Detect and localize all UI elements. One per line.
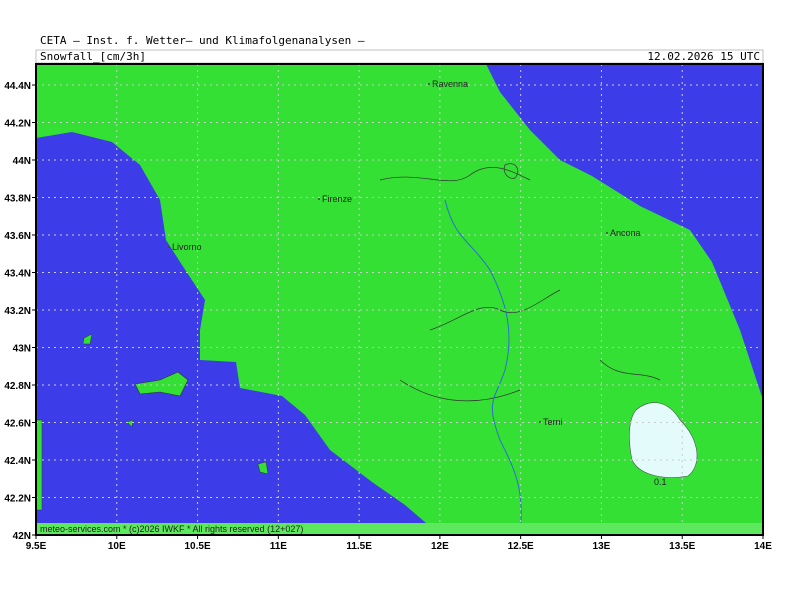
lat-tick-label: 44N	[13, 156, 31, 167]
lon-tick-label: 9.5E	[26, 541, 47, 552]
credit: meteo-services.com * (c)2026 IWKF * All …	[40, 524, 303, 534]
lat-tick-label: 43.4N	[4, 269, 31, 280]
source-title: CETA – Inst. f. Wetter– und Klimafolgena…	[40, 34, 365, 47]
lat-tick-label: 42.4N	[4, 456, 31, 467]
city-dot	[606, 232, 608, 234]
lon-tick-label: 10E	[108, 541, 126, 552]
city-label: Livorno	[172, 242, 202, 252]
lat-tick-label: 43.6N	[4, 231, 31, 242]
lon-tick-label: 11.5E	[346, 541, 372, 552]
lon-tick-label: 13.5E	[669, 541, 695, 552]
river	[444, 199, 522, 536]
city-dot	[539, 421, 541, 423]
small-islands	[35, 333, 269, 511]
valid-time: 12.02.2026 15 UTC	[647, 50, 760, 63]
lon-tick-label: 11E	[270, 541, 288, 552]
lon-tick-label: 14E	[754, 541, 772, 552]
snowfall-area	[629, 402, 698, 478]
credit-bar	[36, 523, 763, 535]
frame	[35, 63, 764, 536]
city-dot	[428, 83, 430, 85]
lat-tick-label: 43N	[13, 344, 31, 355]
lat-tick-label: 42.2N	[4, 494, 31, 505]
lon-tick-label: 10.5E	[184, 541, 210, 552]
city-label: Terni	[543, 417, 563, 427]
lat-tick-label: 43.2N	[4, 306, 31, 317]
variable-name: Snowfall_[cm/3h]	[40, 50, 146, 63]
lat-tick-label: 44.4N	[4, 81, 31, 92]
city-label: Ravenna	[432, 79, 468, 89]
elba-island	[134, 371, 189, 397]
lat-tick-label: 44.2N	[4, 119, 31, 130]
lon-tick-label: 12.5E	[508, 541, 534, 552]
lat-tick-label: 42.8N	[4, 381, 31, 392]
city-label: Ancona	[610, 228, 641, 238]
land	[36, 64, 763, 535]
lat-tick-label: 43.8N	[4, 194, 31, 205]
city-label: Firenze	[322, 194, 352, 204]
lon-tick-label: 12E	[431, 541, 449, 552]
city-dot	[318, 198, 320, 200]
lat-tick-label: 42.6N	[4, 419, 31, 430]
lat-tick-label: 42N	[13, 531, 31, 542]
city-dot	[168, 246, 170, 248]
contour-label: 0.1	[654, 477, 667, 487]
lon-tick-label: 13E	[593, 541, 611, 552]
